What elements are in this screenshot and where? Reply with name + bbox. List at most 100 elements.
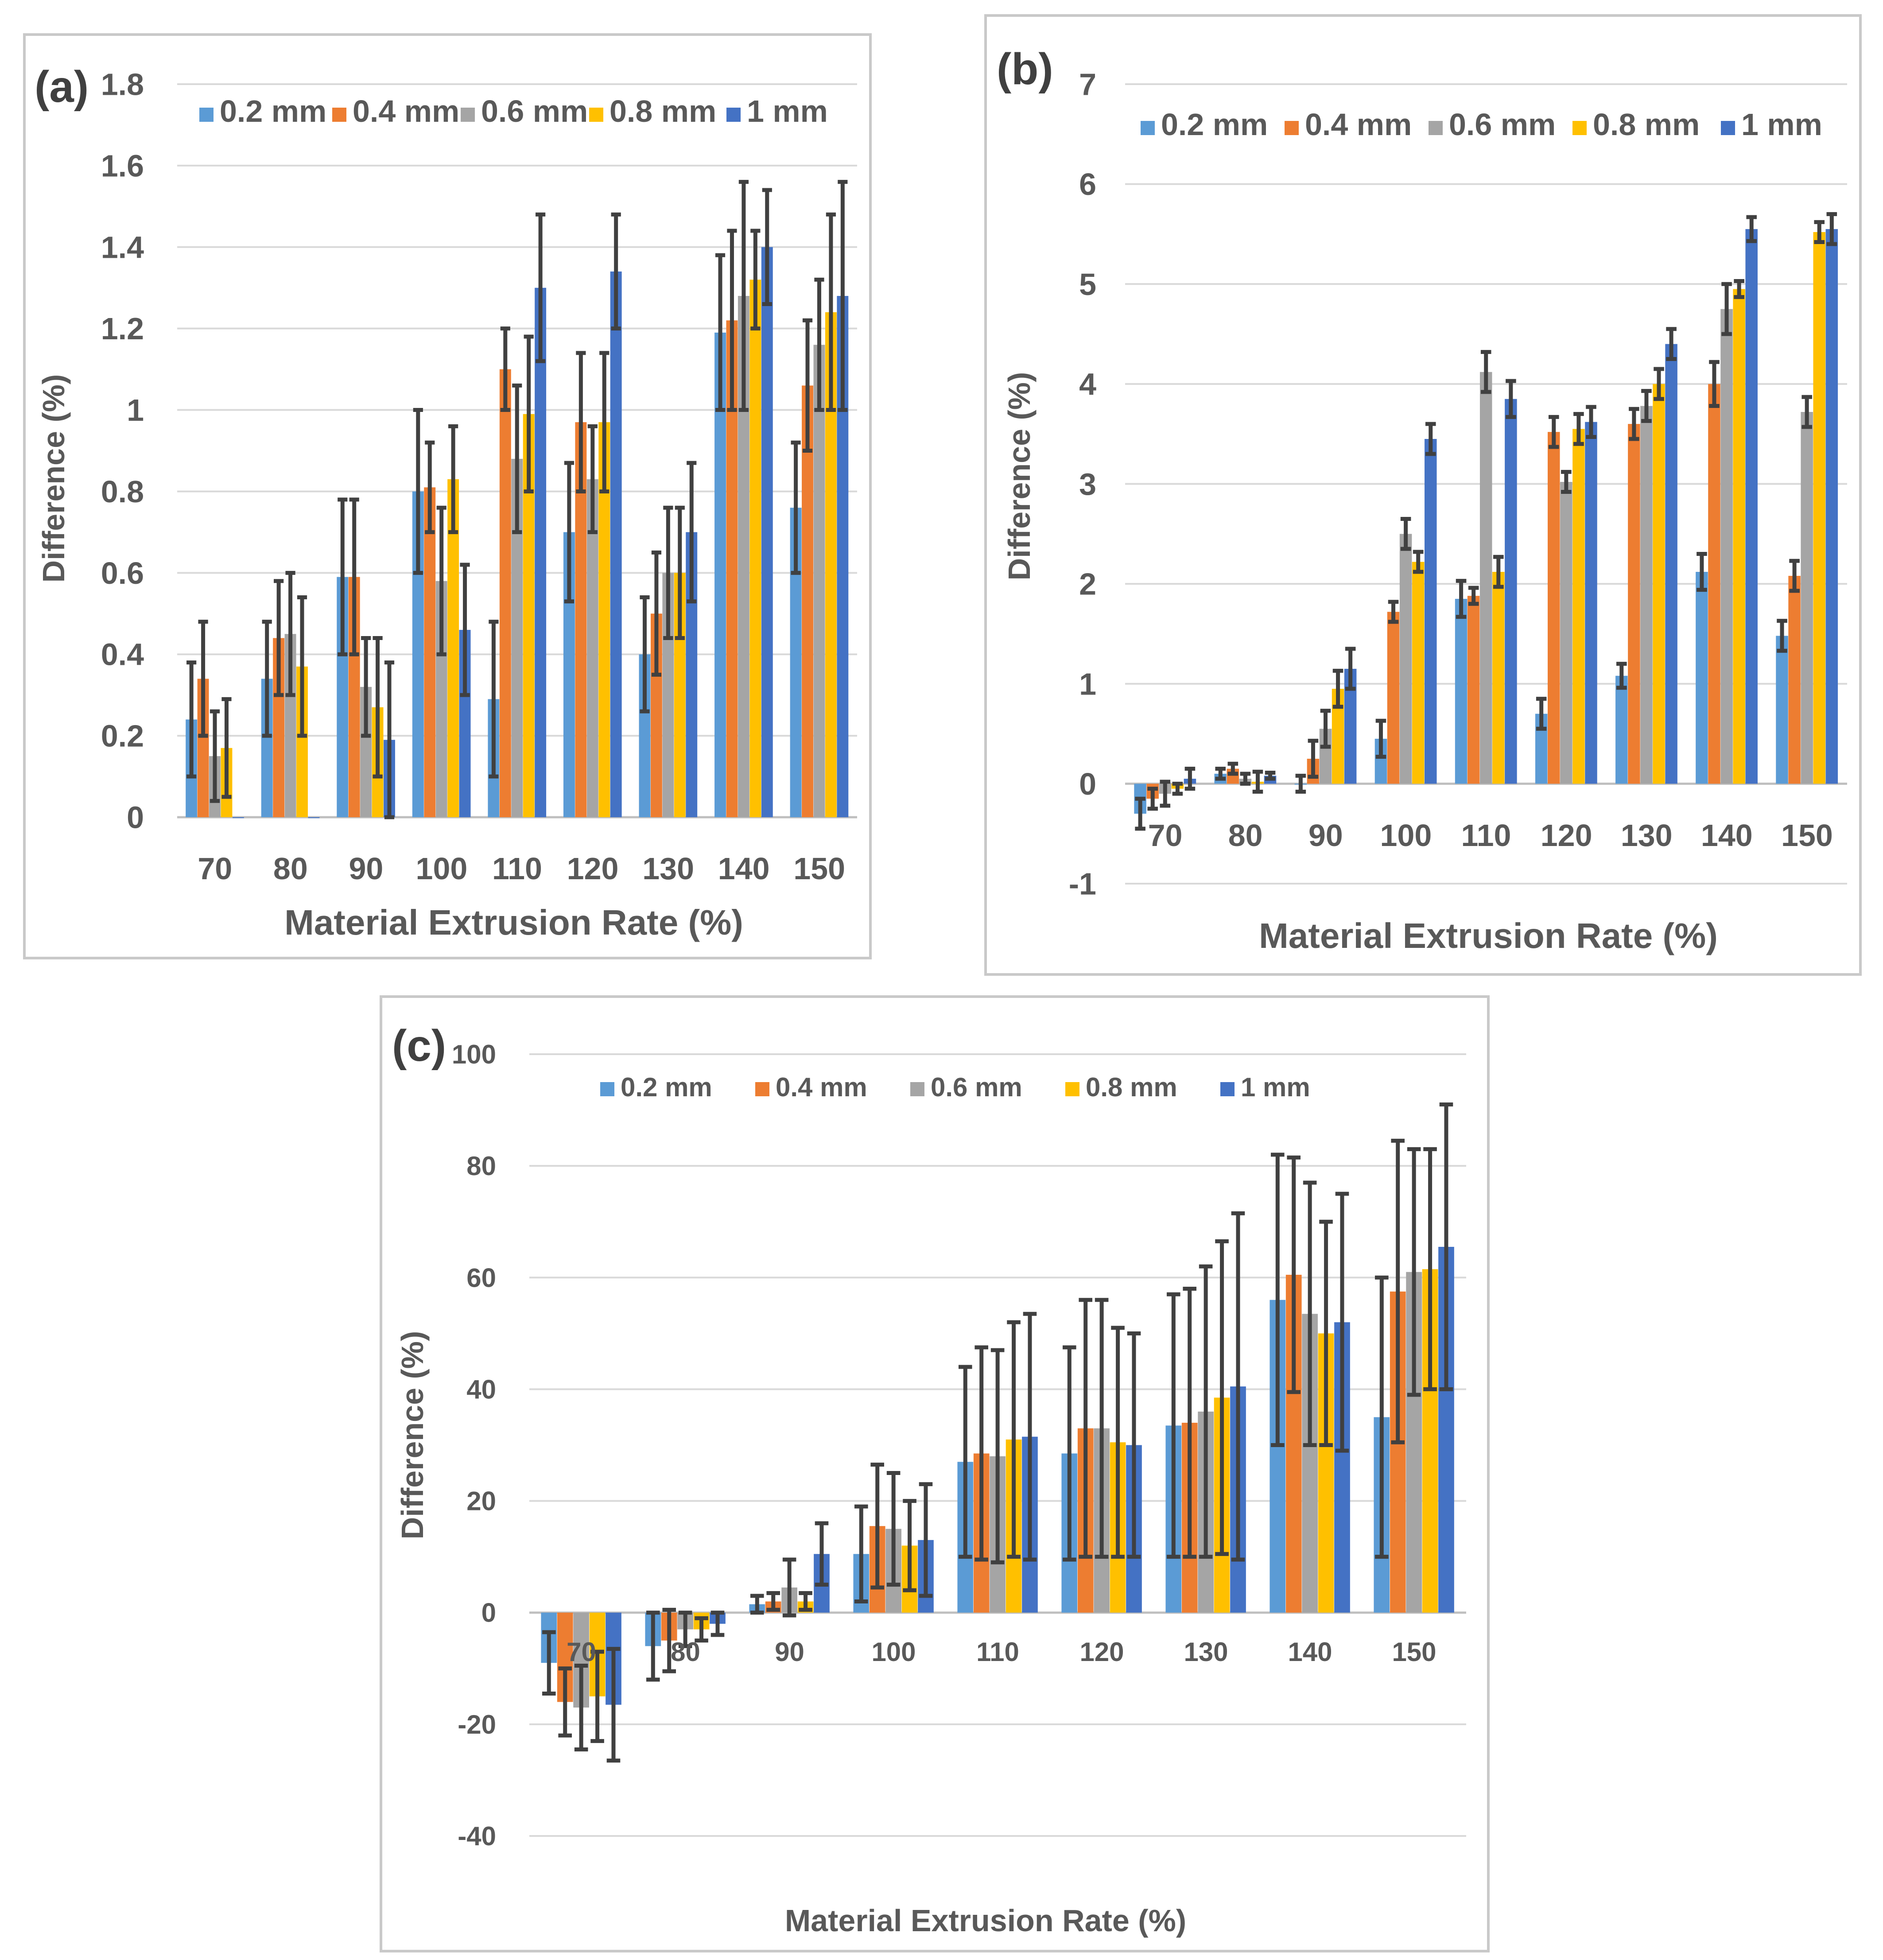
panel-b-category-label: 120 xyxy=(1541,818,1592,853)
panel-b-legend-label: 0.8 mm xyxy=(1593,107,1700,142)
panel-a: (a) Material Extrusion Rate (%) Differen… xyxy=(23,33,872,959)
panel-a-bar xyxy=(813,345,825,817)
panel-b-category-label: 130 xyxy=(1621,818,1673,853)
panel-b-category-label: 70 xyxy=(1148,818,1183,853)
panel-c-legend-swatch xyxy=(755,1082,769,1096)
panel-b-ytick-label: 4 xyxy=(1079,367,1096,401)
panel-b-category-label: 90 xyxy=(1308,818,1343,853)
panel-b-legend-label: 0.6 mm xyxy=(1449,107,1556,142)
panel-b-label: (b) xyxy=(997,44,1053,94)
panel-b-bar xyxy=(1585,422,1597,784)
panel-b-legend-swatch xyxy=(1572,121,1587,135)
panel-b-ytick-label: 5 xyxy=(1079,267,1096,302)
panel-c: (c) Material Extrusion Rate (%) Differen… xyxy=(380,995,1490,1952)
panel-b-bar xyxy=(1653,384,1665,784)
panel-c-label: (c) xyxy=(392,1021,446,1071)
panel-a-legend-label: 0.2 mm xyxy=(220,94,326,128)
panel-b-category-label: 100 xyxy=(1380,818,1432,853)
panel-a-bar xyxy=(447,479,459,817)
panel-b-category-label: 110 xyxy=(1461,818,1511,853)
panel-b-legend-label: 0.4 mm xyxy=(1305,107,1412,142)
panel-c-legend-swatch xyxy=(600,1082,614,1096)
panel-b-ytick-label: 6 xyxy=(1079,167,1096,202)
panel-a-category-label: 70 xyxy=(198,851,232,886)
panel-b-legend-label: 0.2 mm xyxy=(1161,107,1268,142)
panel-c-ylabel: Difference (%) xyxy=(395,1331,430,1540)
panel-b-legend-swatch xyxy=(1429,121,1443,135)
panel-a-bar xyxy=(749,279,761,818)
panel-b-legend-swatch xyxy=(1141,121,1155,135)
panel-c-ytick-label: 80 xyxy=(466,1151,496,1181)
panel-b-bar xyxy=(1640,406,1653,784)
panel-c-grid: -40 -20 0 20 40 60 80 100 xyxy=(452,1040,1466,1851)
panel-a-legend-label: 1 mm xyxy=(747,94,828,128)
panel-b-bar xyxy=(1548,432,1560,784)
panel-b-bar xyxy=(1776,636,1788,784)
panel-a-category-label: 80 xyxy=(273,851,308,886)
panel-a-bar xyxy=(586,479,598,817)
panel-b-bar xyxy=(1813,232,1825,784)
panel-c-ytick-label: 40 xyxy=(466,1374,496,1404)
panel-a-ytick-label: 1.8 xyxy=(101,67,144,102)
panel-a-ytick-label: 0.2 xyxy=(101,719,144,753)
panel-a-bar xyxy=(610,271,622,817)
panel-c-legend-label: 0.8 mm xyxy=(1086,1072,1177,1102)
panel-b-ytick-label: 0 xyxy=(1079,767,1096,801)
panel-b-ytick-label: -1 xyxy=(1069,867,1096,901)
panel-b-bar xyxy=(1733,289,1745,784)
panel-c-ytick-label: 60 xyxy=(466,1263,496,1292)
panel-b-ylabel: Difference (%) xyxy=(1002,372,1037,581)
panel-a-ylabel: Difference (%) xyxy=(36,374,71,583)
panel-a-ytick-label: 1.6 xyxy=(101,148,144,183)
panel-c-legend: 0.2 mm 0.4 mm 0.6 mm 0.8 mm 1 mm xyxy=(600,1072,1310,1102)
panel-b-bar xyxy=(1467,596,1480,784)
panel-b-bar xyxy=(1615,675,1628,784)
panel-b-bar xyxy=(1492,572,1505,784)
panel-a-xlabel: Material Extrusion Rate (%) xyxy=(284,903,743,942)
panel-c-category-label: 70 xyxy=(567,1637,596,1667)
panel-c-category-label: 110 xyxy=(976,1637,1019,1667)
panel-b-legend: 0.2 mm 0.4 mm 0.6 mm 0.8 mm 1 mm xyxy=(1141,107,1822,142)
panel-b-ytick-label: 7 xyxy=(1079,67,1096,102)
panel-b-bar xyxy=(1745,229,1758,784)
panel-c-category-label: 80 xyxy=(671,1637,700,1667)
panel-a-legend-swatch xyxy=(589,108,603,122)
panel-b: (b) Material Extrusion Rate (%) Differen… xyxy=(984,14,1862,976)
panel-a-bar xyxy=(232,817,244,818)
panel-c-legend-label: 0.2 mm xyxy=(621,1072,712,1102)
panel-c-ytick-label: -40 xyxy=(458,1821,496,1851)
panel-c-category-label: 150 xyxy=(1392,1637,1436,1667)
panel-c-legend-swatch xyxy=(910,1082,924,1096)
panel-b-ytick-label: 3 xyxy=(1079,467,1096,501)
panel-a-category-label: 120 xyxy=(567,851,619,886)
panel-c-xlabel: Material Extrusion Rate (%) xyxy=(785,1903,1186,1938)
panel-a-category-label: 90 xyxy=(349,851,383,886)
panel-b-bar xyxy=(1665,344,1677,784)
panel-b-bar xyxy=(1801,412,1813,784)
panel-c-ytick-label: 0 xyxy=(481,1598,496,1628)
panel-a-legend-label: 0.6 mm xyxy=(481,94,588,128)
panel-c-legend-label: 0.4 mm xyxy=(776,1072,867,1102)
panel-b-ytick-label: 2 xyxy=(1079,567,1096,602)
panel-a-bar xyxy=(308,817,320,818)
panel-c-ytick-label: 20 xyxy=(466,1486,496,1516)
panel-b-bar xyxy=(1455,598,1468,784)
panel-a-category-label: 140 xyxy=(718,851,770,886)
panel-b-bar xyxy=(1424,439,1437,784)
panel-c-category-label: 90 xyxy=(775,1637,804,1667)
panel-c-ytick-label: 100 xyxy=(452,1040,496,1069)
panel-a-label: (a) xyxy=(35,62,89,112)
panel-a-ytick-label: 1 xyxy=(127,393,144,427)
panel-b-bar xyxy=(1572,429,1585,784)
panel-c-legend-swatch xyxy=(1065,1082,1079,1096)
panel-b-category-label: 150 xyxy=(1781,818,1833,853)
panel-b-xlabel: Material Extrusion Rate (%) xyxy=(1259,916,1718,955)
panel-a-bars: 70 80 90 100 110 120 130 140 150 xyxy=(186,180,849,886)
panel-b-bar xyxy=(1788,576,1801,784)
panel-b-bar xyxy=(1708,384,1720,784)
panel-c-legend-label: 0.6 mm xyxy=(931,1072,1022,1102)
panel-a-ytick-label: 0 xyxy=(127,800,144,835)
panel-a-legend: 0.2 mm 0.4 mm 0.6 mm 0.8 mm 1 mm xyxy=(199,94,828,128)
panel-a-bar xyxy=(424,487,436,817)
